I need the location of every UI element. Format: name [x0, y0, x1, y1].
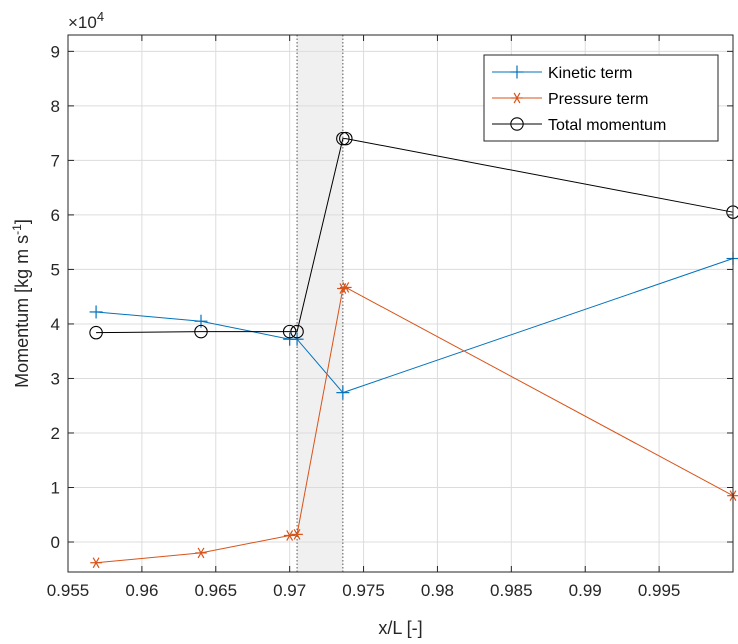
y-exponent-power: 4: [97, 9, 104, 24]
shaded-region: [297, 35, 343, 572]
y-tick-label: 4: [51, 315, 60, 334]
series-1-point: [283, 530, 296, 541]
x-tick-label: 0.98: [421, 581, 454, 600]
x-tick-label: 0.955: [47, 581, 90, 600]
legend-marker: [510, 117, 524, 131]
series-2-point: [282, 324, 297, 339]
legend-label: Total momentum: [548, 117, 666, 134]
series-2-point: [339, 131, 353, 146]
y-tick-label: 1: [51, 478, 60, 497]
y-tick-label: 0: [51, 533, 60, 552]
x-tick-label: 0.995: [638, 581, 681, 600]
series-0-point: [336, 386, 350, 400]
x-tick-label: 0.99: [569, 581, 602, 600]
y-tick-labels: 0 1 2 3 4 5 6 7 8 9: [51, 42, 733, 552]
series-2-point: [89, 325, 103, 340]
y-tick-label: 9: [51, 42, 60, 61]
series-1-point: [340, 282, 352, 293]
x-tick-label: 0.97: [273, 581, 306, 600]
y-axis-label-main: Momentum [kg m s: [12, 235, 32, 388]
series-2-point: [336, 131, 350, 146]
x-tick-labels: 0.955 0.96 0.965 0.97 0.975 0.98 0.985 0.99 0.99…: [47, 35, 681, 600]
y-axis-label-superscript: -1: [10, 224, 24, 235]
y-tick-label: 6: [51, 206, 60, 225]
legend-marker: [511, 92, 523, 104]
series-0-point: [290, 332, 304, 346]
x-tick-label: 0.965: [195, 581, 238, 600]
series-markers: [89, 131, 738, 569]
y-tick-label: 8: [51, 97, 60, 116]
legend: Kinetic term Pressure term Total momentum: [483, 54, 719, 142]
series-1-point: [195, 547, 207, 559]
legend-marker: [510, 65, 524, 79]
y-tick-label: 7: [51, 151, 60, 170]
y-exponent-prefix: ×10: [68, 13, 97, 32]
x-tick-label: 0.985: [490, 581, 533, 600]
y-tick-label: 3: [51, 369, 60, 388]
y-axis-label-close: ]: [12, 219, 32, 224]
series-line-2: [96, 138, 734, 334]
x-tick-label: 0.96: [125, 581, 158, 600]
series-2-point: [290, 324, 304, 339]
legend-label: Kinetic term: [548, 65, 632, 82]
legend-label: Pressure term: [548, 91, 648, 108]
plot-frame: [67, 34, 734, 573]
y-exponent-label: ×104: [68, 9, 104, 32]
y-axis-label: Momentum [kg m s-1]: [10, 219, 32, 388]
y-tick-label: 5: [51, 260, 60, 279]
series-1-point: [291, 529, 303, 540]
series-0-point: [89, 305, 103, 319]
series-1-point: [90, 557, 102, 569]
grid-lines: [67, 35, 733, 572]
y-tick-label: 2: [51, 424, 60, 443]
x-axis-label: x/L [-]: [378, 618, 422, 638]
x-tick-label: 0.975: [342, 581, 385, 600]
series-2-point: [194, 324, 208, 339]
